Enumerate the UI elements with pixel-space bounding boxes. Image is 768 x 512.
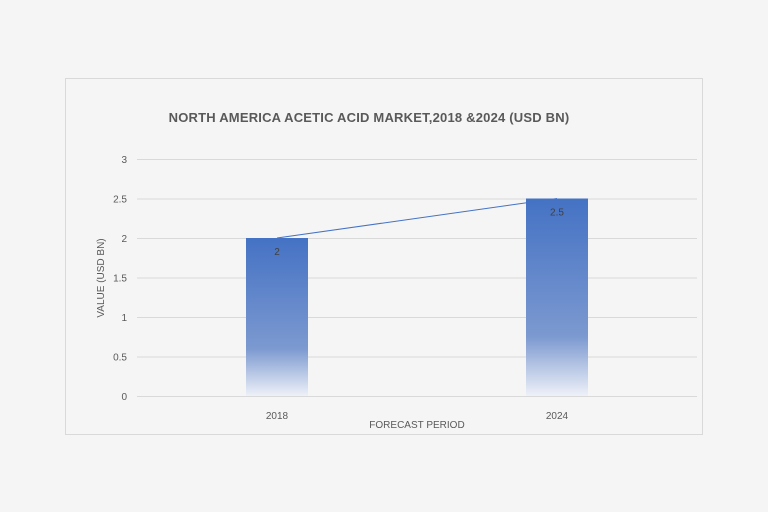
bar-2024: [526, 198, 588, 396]
chart-title: NORTH AMERICA ACETIC ACID MARKET,2018 &2…: [169, 110, 570, 125]
chart-border: [65, 78, 703, 435]
y-axis-label: VALUE (USD BN): [96, 238, 107, 317]
trendline: [276, 198, 558, 239]
y-tick-label: 0.5: [113, 353, 127, 364]
y-tick-label: 1.5: [113, 274, 127, 285]
y-tick-label: 1: [121, 313, 127, 324]
x-tick-label: 2024: [546, 411, 569, 422]
y-tick-label: 2: [121, 234, 127, 245]
bar-2018: [246, 238, 308, 396]
y-tick-label: 2.5: [113, 195, 127, 206]
x-axis-label: FORECAST PERIOD: [369, 420, 464, 431]
data-label: 2: [274, 247, 280, 258]
x-tick-label: 2018: [266, 411, 289, 422]
data-label: 2.5: [550, 208, 564, 219]
y-tick-label: 0: [121, 392, 127, 403]
y-tick-label: 3: [121, 155, 127, 166]
